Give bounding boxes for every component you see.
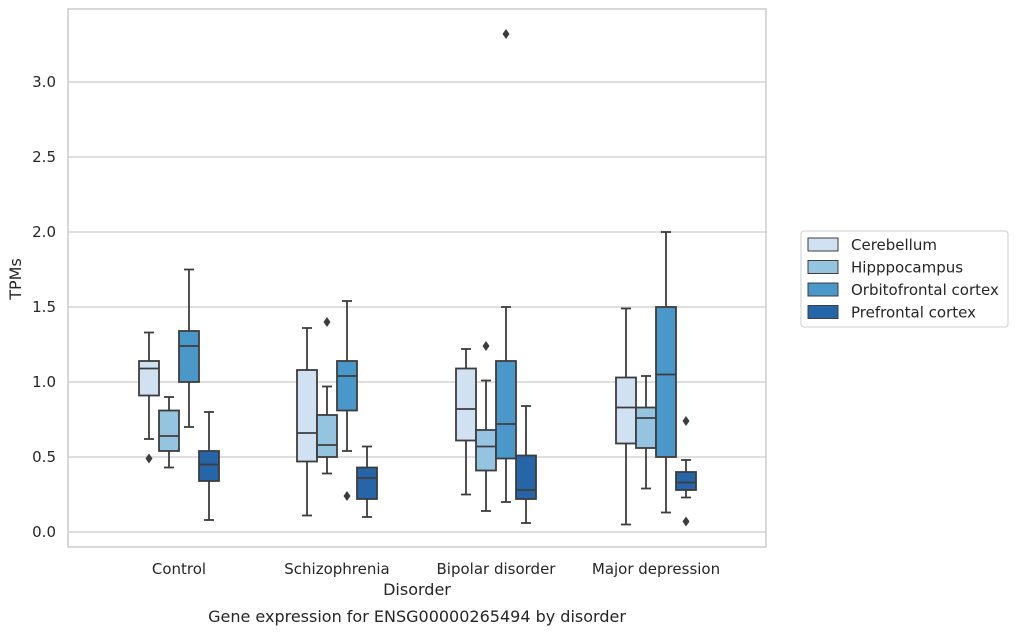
box-iqr xyxy=(356,466,378,500)
box-cerebellum xyxy=(455,348,477,496)
box-hipppocampus xyxy=(316,317,338,475)
outlier-point xyxy=(682,416,690,426)
x-tick-label: Major depression xyxy=(592,560,720,578)
box-iqr xyxy=(655,306,677,458)
box-iqr xyxy=(455,367,477,442)
legend-swatch xyxy=(807,260,839,274)
y-tick-label: 3.0 xyxy=(32,73,56,91)
box-iqr xyxy=(336,360,358,412)
box-iqr xyxy=(316,414,338,458)
box-iqr xyxy=(495,360,517,460)
legend-label: Hipppocampus xyxy=(851,259,963,277)
legend-swatch xyxy=(807,282,839,297)
legend: Cerebellum Hipppocampus Orbitofrontal cort… xyxy=(800,230,1009,328)
box-hipppocampus xyxy=(158,396,180,469)
legend-swatch xyxy=(807,237,839,252)
box-prefrontal-cortex xyxy=(515,405,537,524)
box-iqr xyxy=(138,360,160,397)
box-orbitofrontal-cortex xyxy=(336,300,358,501)
box-hipppocampus xyxy=(635,375,657,490)
x-tick-label: Schizophrenia xyxy=(284,560,389,578)
box-iqr xyxy=(615,376,637,445)
box-iqr xyxy=(178,330,200,383)
box-iqr xyxy=(675,471,697,491)
legend-label: Cerebellum xyxy=(851,236,937,254)
y-tick-label: 1.0 xyxy=(32,373,56,391)
outlier-point xyxy=(682,516,690,527)
box-iqr xyxy=(158,409,180,452)
y-tick-label: 1.5 xyxy=(32,298,56,316)
boxes xyxy=(138,29,697,527)
box-iqr xyxy=(296,369,318,463)
outlier-point xyxy=(323,317,331,327)
box-orbitofrontal-cortex xyxy=(495,29,517,503)
box-iqr xyxy=(635,406,657,449)
y-tick-label: 2.5 xyxy=(32,148,56,166)
legend-frame xyxy=(800,230,1009,328)
box-iqr xyxy=(515,454,537,500)
x-axis-ticks: Control Schizophrenia Bipolar disorder Majo… xyxy=(152,560,720,578)
chart-caption: Gene expression for ENSG00000265494 by d… xyxy=(208,607,626,626)
y-tick-label: 2.0 xyxy=(32,223,56,241)
legend-swatch xyxy=(807,305,839,319)
box-iqr xyxy=(198,450,220,482)
box-hipppocampus xyxy=(475,341,497,512)
outlier-point xyxy=(145,453,153,464)
box-cerebellum xyxy=(615,307,637,526)
x-tick-label: Bipolar disorder xyxy=(437,560,557,578)
y-tick-label: 0.0 xyxy=(32,523,56,541)
box-iqr xyxy=(475,429,497,472)
box-prefrontal-cortex xyxy=(356,445,378,518)
plot-area-frame xyxy=(67,8,767,548)
outlier-point xyxy=(502,29,510,39)
x-axis-label: Disorder xyxy=(383,580,451,599)
legend-label: Prefrontal cortex xyxy=(851,304,976,322)
box-orbitofrontal-cortex xyxy=(655,231,677,514)
box-prefrontal-cortex xyxy=(675,416,697,527)
box-cerebellum xyxy=(296,327,318,517)
y-axis-ticks: 0.0 0.5 1.0 1.5 2.0 2.5 3.0 xyxy=(32,73,56,541)
box-orbitofrontal-cortex xyxy=(178,268,200,428)
legend-label: Orbitofrontal cortex xyxy=(851,281,999,299)
y-axis-label: TPMs xyxy=(6,258,25,301)
x-tick-label: Control xyxy=(152,560,206,578)
box-prefrontal-cortex xyxy=(198,411,220,521)
outlier-point xyxy=(343,491,351,501)
box-cerebellum xyxy=(138,331,160,464)
y-tick-label: 0.5 xyxy=(32,448,56,466)
outlier-point xyxy=(482,341,490,351)
